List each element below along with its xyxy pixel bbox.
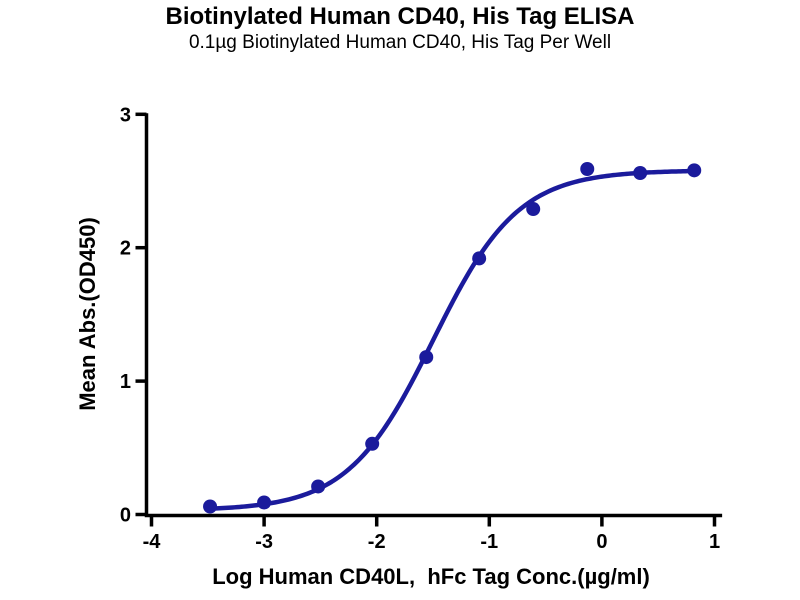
- data-point: [365, 436, 380, 451]
- data-point: [203, 499, 218, 514]
- y-tick-label: 3: [120, 104, 131, 126]
- x-tick-label: 0: [596, 531, 607, 553]
- data-point: [257, 495, 272, 510]
- y-tick-label: 2: [120, 238, 131, 260]
- data-point: [472, 251, 487, 266]
- x-tick-label: -4: [143, 531, 162, 553]
- chart-subtitle: 0.1µg Biotinylated Human CD40, His Tag P…: [188, 32, 612, 53]
- y-tick-label: 1: [120, 371, 131, 393]
- x-tick-label: -3: [255, 531, 273, 553]
- chart-title: Biotinylated Human CD40, His Tag ELISA: [165, 3, 635, 30]
- x-tick-label: -1: [480, 531, 498, 553]
- fit-curve: [207, 168, 697, 511]
- y-tick-label: 0: [120, 505, 131, 527]
- data-point: [419, 350, 434, 365]
- x-axis-title: Log Human CD40L, hFc Tag Conc.(µg/ml): [212, 564, 650, 589]
- x-tick-label: -2: [368, 531, 386, 553]
- data-point: [311, 479, 326, 494]
- data-point: [580, 161, 595, 176]
- data-point: [687, 163, 702, 178]
- data-point: [633, 165, 648, 180]
- data-point: [526, 202, 541, 217]
- x-tick-label: 1: [709, 531, 720, 553]
